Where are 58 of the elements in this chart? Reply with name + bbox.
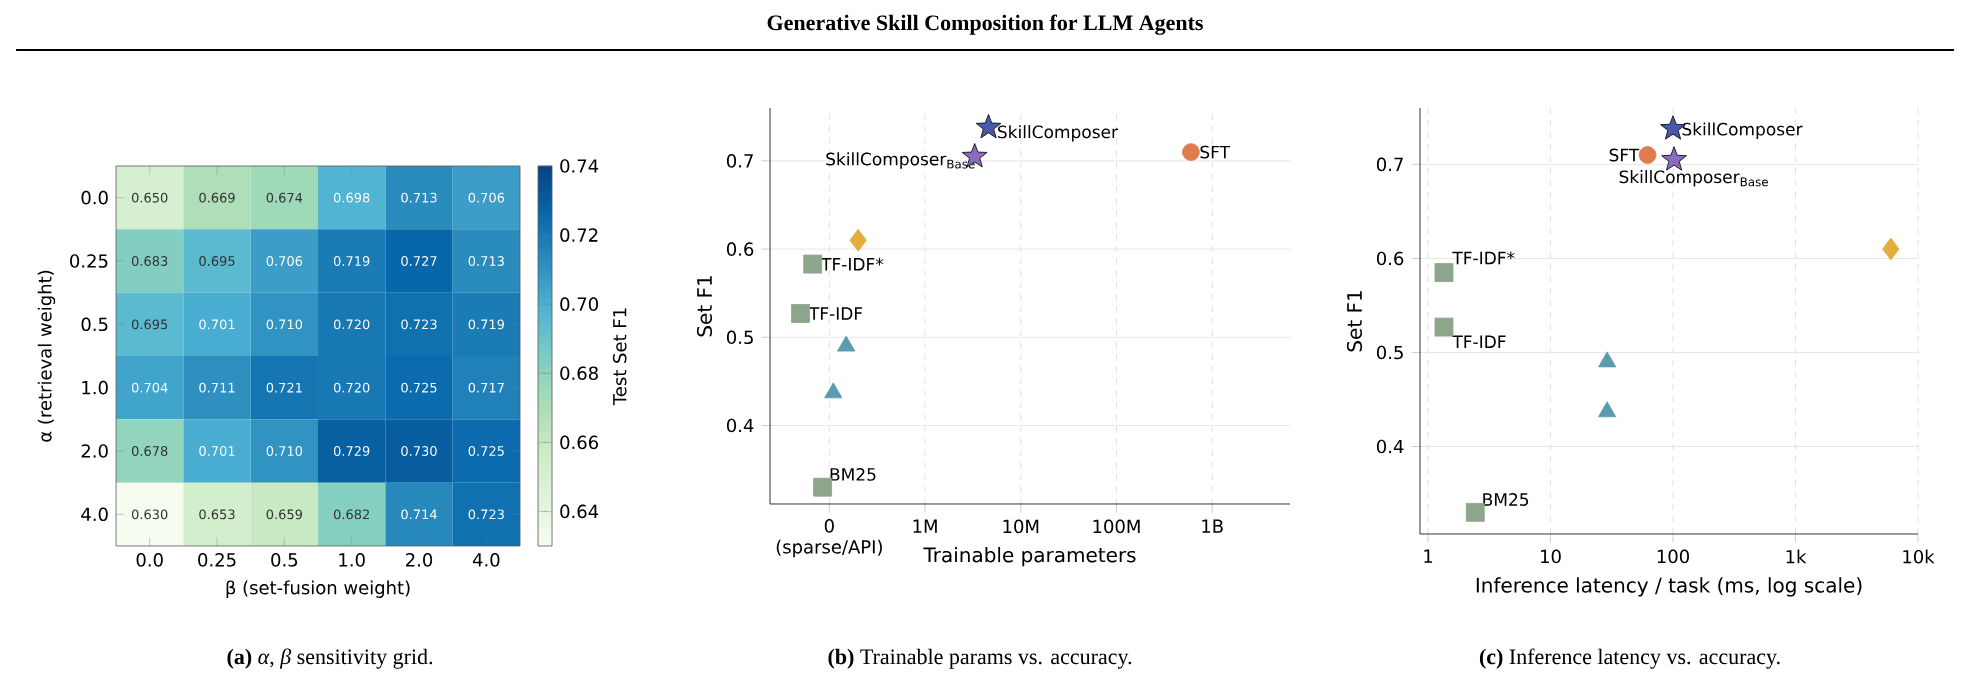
color-bar-label: 0.68	[560, 366, 598, 381]
x-tick-label: 0.5	[271, 553, 298, 567]
y-tick-label: 0.5	[1376, 345, 1403, 360]
color-bar-label: 0.64	[560, 504, 599, 519]
series-label: TF-IDF	[1452, 335, 1506, 348]
x-tick-label: 1.0	[339, 553, 365, 567]
y-tick-label: 4.0	[81, 507, 108, 522]
x-tick-label: 4.0	[472, 553, 500, 567]
series-label: SkillComposer$_{Base}$	[1619, 170, 1768, 187]
x-tick-label: 1	[1424, 549, 1433, 563]
series-label: BM25	[830, 467, 876, 481]
y-tick-label: 0.0	[81, 190, 108, 205]
series-label: TF-IDF*	[821, 257, 884, 271]
color-bar-label: 0.72	[560, 228, 598, 242]
x-tick-label: 100	[1657, 549, 1689, 564]
x-tick-label: 0.0	[136, 553, 163, 567]
x-tick-label: 10	[1541, 549, 1561, 564]
series-label: TF-IDF	[808, 307, 863, 320]
color-bar-label: 0.74	[560, 159, 599, 173]
x-tick-label: 10M	[1003, 519, 1039, 534]
y-tick-label: 0.7	[726, 154, 753, 168]
y-tick-label: 1.0	[82, 380, 108, 395]
x-tick-label: 0.25	[198, 553, 236, 567]
y-tick-label: 2.0	[81, 444, 108, 458]
chart-title: Generative Skill Composition for LLM Agents	[767, 14, 1203, 35]
y-tick-label: 0.6	[726, 242, 754, 256]
x-axis-title: Inference latency / task (ms, log scale)	[1476, 577, 1862, 597]
text: 0 (sparse/API)	[776, 519, 882, 558]
x-tick-label: 10k	[1903, 549, 1935, 564]
y-axis-title: α (retrieval weight)	[37, 270, 56, 442]
text: (c) Inference latency vs. accuracy.	[1479, 648, 1780, 669]
y-axis-title: Set F1	[1346, 291, 1363, 352]
y-tick-label: 0.25	[70, 254, 108, 268]
series-label: SFT	[1609, 148, 1640, 162]
y-tick-label: 0.5	[81, 317, 108, 332]
series-label: SkillComposer	[998, 125, 1119, 142]
text: (a) α, β sensitivity grid.	[227, 648, 433, 669]
series-label: SFT	[1200, 145, 1231, 159]
x-axis-title: Trainable parameters	[923, 546, 1136, 567]
series-label: SkillComposer	[1682, 122, 1803, 139]
x-tick-label: 100M	[1093, 519, 1140, 534]
color-bar-label: 0.66	[560, 435, 599, 450]
x-tick-label: 2.0	[406, 553, 433, 567]
x-tick-label: 1M	[913, 519, 937, 533]
y-axis-title: Set F1	[696, 276, 713, 337]
y-tick-label: 0.4	[1376, 439, 1404, 454]
x-tick-label: 1B	[1202, 519, 1223, 533]
y-tick-label: 0.4	[726, 418, 754, 433]
text: (b) Trainable params vs. accuracy.	[828, 648, 1132, 669]
y-tick-label: 0.6	[1376, 251, 1404, 266]
x-axis-title: β (set-fusion weight)	[226, 580, 410, 598]
y-tick-label: 0.5	[726, 330, 753, 345]
series-label: TF-IDF*	[1452, 251, 1515, 265]
color-bar-label: 0.70	[560, 297, 598, 311]
color-bar-title: Test Set F1	[612, 308, 627, 406]
x-tick-label: 1k	[1786, 549, 1807, 564]
series-label: BM25	[1483, 493, 1529, 506]
y-tick-label: 0.7	[1376, 157, 1403, 172]
